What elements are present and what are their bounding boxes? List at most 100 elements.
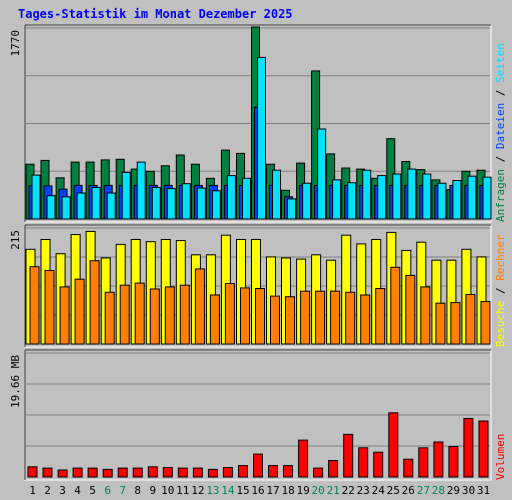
x-tick-label: 20	[311, 484, 324, 497]
bar-seiten-day-13	[211, 190, 221, 220]
bar-volumen-day-11	[177, 467, 188, 478]
bar-rechner-day-10	[164, 286, 175, 345]
bar-rechner-day-16	[255, 288, 265, 345]
x-tick-label: 6	[104, 484, 111, 497]
legend-item: Besuche	[494, 301, 507, 347]
bar-rechner-day-26	[405, 274, 416, 345]
bar-rechner-day-8	[134, 282, 145, 345]
x-tick-label: 1	[29, 484, 36, 497]
bar-volumen-day-9	[147, 466, 158, 478]
x-tick-label: 26	[402, 484, 415, 497]
bar-rechner-day-29	[450, 302, 461, 345]
legend-separator: /	[494, 281, 507, 301]
x-tick-label: 28	[432, 484, 445, 497]
bar-rechner-day-21	[330, 290, 341, 345]
panel-middle: 215 Besuche / Rechner	[9, 224, 507, 348]
x-tick-label: 24	[372, 484, 386, 497]
x-tick-label: 15	[236, 484, 249, 497]
x-tick-label: 12	[191, 484, 204, 497]
x-tick-label: 25	[387, 484, 400, 497]
x-tick-label: 21	[327, 484, 340, 497]
bar-volumen-day-4	[72, 467, 83, 478]
x-tick-label: 29	[447, 484, 460, 497]
bar-seiten-day-2	[46, 195, 56, 220]
bar-volumen-day-7	[117, 467, 128, 478]
x-tick-label: 2	[44, 484, 51, 497]
bar-seiten-day-22	[347, 182, 357, 220]
bar-volumen-day-30	[463, 418, 474, 478]
bar-rechner-day-13	[209, 294, 220, 345]
bar-rechner-day-4	[74, 278, 85, 345]
bar-volumen-day-5	[87, 467, 98, 478]
bar-seiten-day-31	[482, 176, 492, 220]
bar-rechner-day-24	[375, 288, 386, 345]
bar-volumen-day-23	[358, 447, 369, 478]
bar-rechner-day-6	[104, 291, 115, 345]
bar-seiten-day-5	[91, 187, 101, 220]
bar-volumen-day-8	[132, 467, 143, 478]
bar-volumen-day-6	[102, 468, 113, 478]
bar-seiten-day-8	[136, 161, 146, 220]
bar-seiten-day-18	[287, 198, 296, 220]
x-tick-label: 30	[462, 484, 475, 497]
bar-volumen-day-22	[343, 433, 354, 478]
bar-seiten-day-21	[332, 179, 342, 220]
bar-rechner-day-27	[420, 286, 431, 345]
bar-volumen-day-12	[192, 467, 203, 478]
bar-volumen-day-26	[403, 458, 414, 478]
bar-seiten-day-9	[151, 187, 161, 220]
legend-separator: /	[494, 149, 507, 169]
bar-rechner-day-9	[149, 288, 160, 345]
bar-volumen-day-17	[268, 465, 278, 478]
x-tick-label: 11	[176, 484, 189, 497]
x-tick-label: 10	[161, 484, 174, 497]
bar-seiten-day-3	[61, 196, 71, 220]
bar-seiten-day-11	[181, 183, 191, 220]
bar-rechner-day-20	[315, 290, 326, 345]
bar-seiten-day-6	[106, 192, 116, 220]
x-tick-label: 27	[417, 484, 430, 497]
bar-volumen-day-14	[222, 467, 233, 478]
bar-volumen-day-18	[283, 465, 293, 478]
panel-bottom: 19.66 MB Volumen	[9, 349, 507, 481]
legend-item: Rechner	[494, 234, 507, 281]
y-axis-max-label: 1770	[9, 30, 22, 57]
bar-rechner-day-23	[360, 294, 371, 345]
bar-seiten-day-30	[467, 175, 477, 220]
bar-rechner-day-11	[179, 284, 190, 345]
chart-panels: 1770 Anfragen / Dateien / Seiten 215 Besuch…	[9, 24, 507, 481]
bar-rechner-day-12	[194, 268, 205, 345]
bar-volumen-day-29	[448, 446, 459, 478]
bar-rechner-day-22	[345, 291, 356, 345]
bar-seiten-day-10	[166, 188, 176, 220]
bar-volumen-day-3	[57, 469, 68, 478]
x-tick-label: 5	[89, 484, 96, 497]
bar-seiten-day-14	[226, 175, 236, 220]
legend-separator: /	[494, 83, 507, 103]
bar-seiten-day-26	[407, 168, 417, 220]
y-axis-max-label: 215	[9, 230, 22, 250]
bar-volumen-day-27	[418, 447, 429, 478]
x-tick-label: 19	[296, 484, 309, 497]
x-tick-label: 17	[266, 484, 279, 497]
bar-rechner-day-3	[59, 286, 70, 345]
x-tick-label: 7	[119, 484, 126, 497]
bar-seiten-day-15	[242, 177, 251, 220]
bar-rechner-day-31	[480, 301, 491, 345]
bar-rechner-day-18	[285, 296, 295, 345]
bar-rechner-day-1	[29, 266, 40, 345]
bar-rechner-day-25	[390, 266, 401, 345]
panel-top: 1770 Anfragen / Dateien / Seiten	[9, 24, 507, 223]
legend-item: Seiten	[494, 43, 507, 83]
bar-volumen-day-24	[373, 451, 384, 478]
bar-seiten-day-25	[392, 173, 402, 220]
x-tick-label: 4	[74, 484, 81, 497]
bar-volumen-day-2	[42, 467, 53, 478]
bar-seiten-day-29	[452, 180, 462, 220]
x-axis-labels: 1 2 3 4 5 6 7 8 9 10 11 12 13 14 15 16 17 18 19 20 21 22 23 24 2…	[29, 484, 490, 497]
x-tick-label: 18	[281, 484, 294, 497]
bar-rechner-day-15	[240, 287, 250, 345]
bar-volumen-day-25	[388, 412, 399, 478]
bar-volumen-day-31	[478, 420, 489, 478]
